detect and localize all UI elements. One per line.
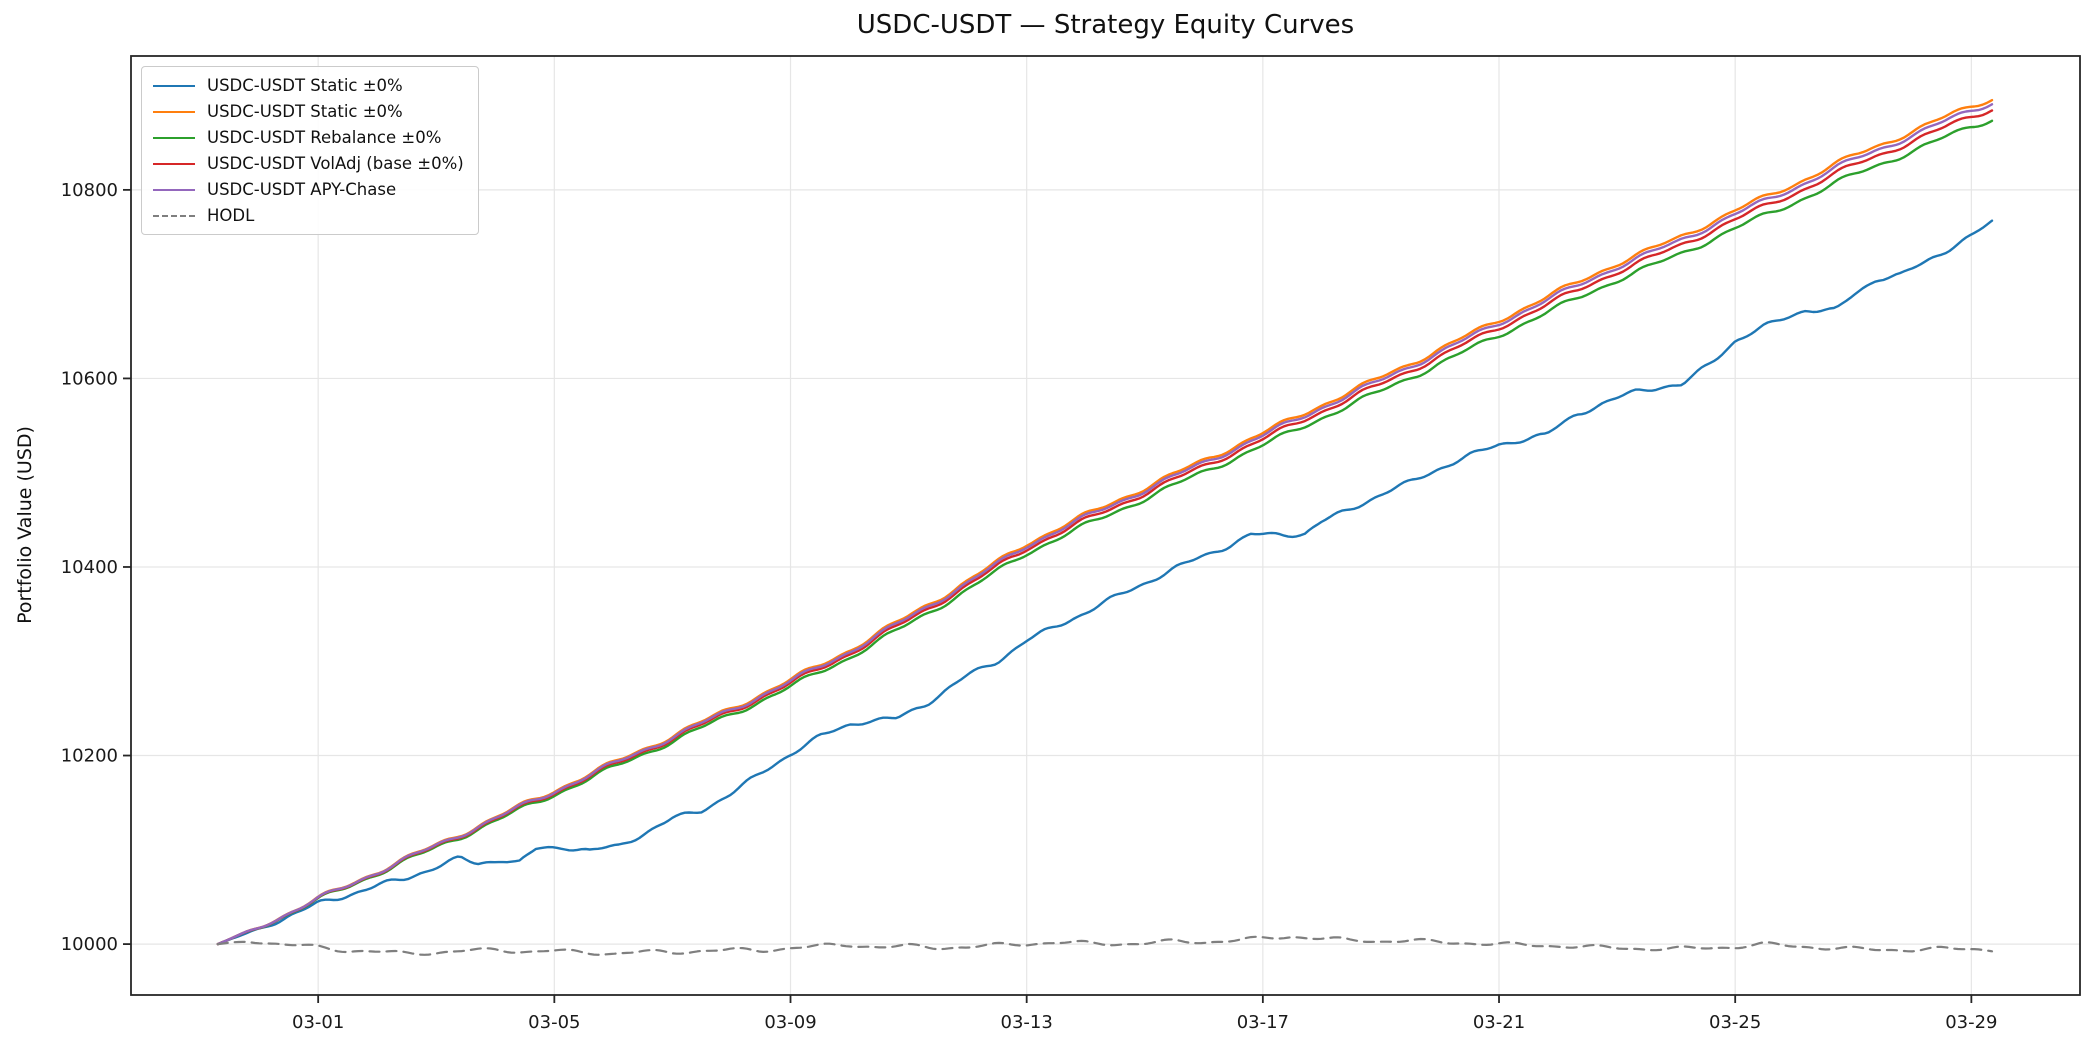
legend-label: HODL [207,206,255,225]
legend-label: USDC-USDT APY-Chase [207,180,397,199]
y-tick-label: 10000 [61,934,118,955]
legend-label: USDC-USDT Static ±0% [207,102,403,121]
tick-marks [123,188,1973,1003]
x-tick-label: 03-01 [292,1012,344,1033]
series-line-4 [216,103,1994,946]
legend-swatch [153,110,195,113]
x-tick-label: 03-25 [1709,1012,1761,1033]
y-tick-label: 10600 [61,368,118,389]
y-tick-label: 10400 [61,557,118,578]
gridlines [131,56,2080,995]
legend-swatch [153,188,195,191]
series-line-3 [216,109,1994,946]
x-tick-label: 03-13 [1001,1012,1053,1033]
x-tick-label: 03-21 [1473,1012,1525,1033]
chart-title: USDC-USDT — Strategy Equity Curves [856,10,1355,40]
axes-frame [130,55,2081,996]
legend: USDC-USDT Static ±0% USDC-USDT Static ±0%… [141,66,479,235]
series-lines [216,98,1994,956]
legend-item: USDC-USDT Static ±0% [153,73,464,98]
series-line-0 [216,219,1994,946]
legend-item: USDC-USDT Rebalance ±0% [153,125,464,150]
x-tick-label: 03-05 [528,1012,580,1033]
legend-swatch [153,136,195,139]
legend-item: USDC-USDT Static ±0% [153,99,464,124]
legend-label: USDC-USDT Static ±0% [207,76,403,95]
y-tick-label: 10200 [61,746,118,767]
series-line-2 [216,119,1994,946]
y-tick-label: 10800 [61,180,118,201]
legend-item: USDC-USDT VolAdj (base ±0%) [153,151,464,176]
legend-swatch [153,84,195,87]
legend-swatch [153,214,195,217]
series-line-1 [216,98,1994,946]
legend-swatch [153,162,195,165]
x-tick-label: 03-17 [1237,1012,1289,1033]
legend-item: HODL [153,203,464,228]
series-line-5 [216,935,1994,956]
x-tick-label: 03-09 [764,1012,816,1033]
legend-label: USDC-USDT Rebalance ±0% [207,128,442,147]
x-tick-label: 03-29 [1945,1012,1997,1033]
legend-item: USDC-USDT APY-Chase [153,177,464,202]
legend-label: USDC-USDT VolAdj (base ±0%) [207,154,464,173]
tick-labels: 03-01 03-05 03-09 03-13 03-17 03-21 03-25 03-29… [61,180,1998,1033]
